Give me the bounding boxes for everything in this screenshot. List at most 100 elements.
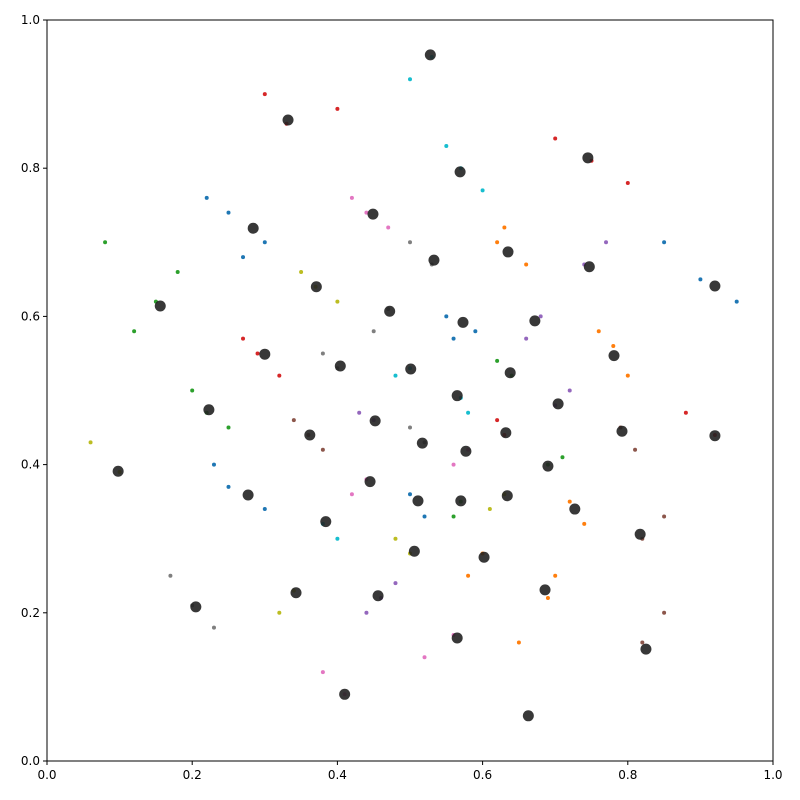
point xyxy=(516,640,521,645)
centroid xyxy=(372,590,384,602)
centroid xyxy=(582,152,594,164)
point xyxy=(444,314,449,319)
centroid xyxy=(408,545,420,557)
x-tick-label: 0.2 xyxy=(183,768,202,782)
point xyxy=(451,514,456,519)
point xyxy=(299,269,304,274)
point xyxy=(538,314,543,319)
point xyxy=(567,388,572,393)
point xyxy=(357,410,362,415)
point xyxy=(422,655,427,660)
point xyxy=(495,358,500,363)
centroid xyxy=(428,254,440,266)
centroid xyxy=(569,503,581,515)
centroid xyxy=(583,261,595,273)
point xyxy=(190,388,195,393)
centroid xyxy=(112,465,124,477)
centroid xyxy=(334,360,346,372)
centroid xyxy=(304,429,316,441)
point xyxy=(335,106,340,111)
centroid xyxy=(709,280,721,292)
point xyxy=(349,492,354,497)
centroid xyxy=(460,445,472,457)
centroid xyxy=(457,316,469,328)
centroid xyxy=(416,437,428,449)
plot-frame xyxy=(46,19,774,762)
centroid xyxy=(634,528,646,540)
point xyxy=(524,336,529,341)
point xyxy=(226,210,231,215)
centroid xyxy=(290,587,302,599)
centroid xyxy=(384,305,396,317)
point xyxy=(473,329,478,334)
y-tick-label: 0.8 xyxy=(21,161,40,175)
point xyxy=(320,351,325,356)
centroid xyxy=(451,390,463,402)
point xyxy=(393,581,398,586)
point xyxy=(262,92,267,97)
point xyxy=(241,336,246,341)
centroid xyxy=(405,363,417,375)
point xyxy=(320,447,325,452)
centroid xyxy=(539,584,551,596)
point xyxy=(211,462,216,467)
centroid xyxy=(500,427,512,439)
centroid xyxy=(451,632,463,644)
centroid xyxy=(501,490,513,502)
y-tick-label: 0.6 xyxy=(21,309,40,323)
point xyxy=(524,262,529,267)
point xyxy=(386,225,391,230)
point xyxy=(487,507,492,512)
point xyxy=(662,610,667,615)
centroid xyxy=(367,208,379,220)
point xyxy=(502,225,507,230)
centroid xyxy=(640,643,652,655)
point xyxy=(255,351,260,356)
point xyxy=(734,299,739,304)
centroid xyxy=(454,166,466,178)
point xyxy=(611,344,616,349)
y-tick-label: 1.0 xyxy=(21,13,40,27)
point xyxy=(408,240,412,245)
centroid xyxy=(369,415,381,427)
point xyxy=(451,336,456,341)
point xyxy=(103,240,108,245)
point xyxy=(633,447,638,452)
point xyxy=(226,484,231,489)
point xyxy=(545,595,550,600)
centroid xyxy=(709,430,721,442)
point xyxy=(625,181,630,186)
centroid xyxy=(154,300,166,312)
point xyxy=(393,373,398,378)
centroid xyxy=(339,688,351,700)
centroid xyxy=(242,489,254,501)
point xyxy=(466,573,471,578)
y-tick-label: 0.0 xyxy=(21,754,40,768)
point xyxy=(444,143,449,148)
centroid xyxy=(478,551,490,563)
point xyxy=(495,418,500,423)
centroid xyxy=(552,398,564,410)
point xyxy=(408,77,412,82)
point xyxy=(466,410,471,415)
x-tick-label: 0.0 xyxy=(37,768,56,782)
centroid xyxy=(424,49,436,61)
point xyxy=(335,299,340,304)
centroid xyxy=(616,425,628,437)
point xyxy=(226,425,231,430)
point xyxy=(241,255,246,260)
point xyxy=(640,640,645,645)
point xyxy=(277,610,282,615)
point xyxy=(480,188,485,193)
point xyxy=(408,425,412,430)
point xyxy=(335,536,340,541)
point xyxy=(596,329,601,334)
centroid xyxy=(529,315,541,327)
point xyxy=(698,277,703,282)
centroid xyxy=(542,460,554,472)
centroid xyxy=(247,222,259,234)
centroid xyxy=(522,710,534,722)
point xyxy=(393,536,398,541)
